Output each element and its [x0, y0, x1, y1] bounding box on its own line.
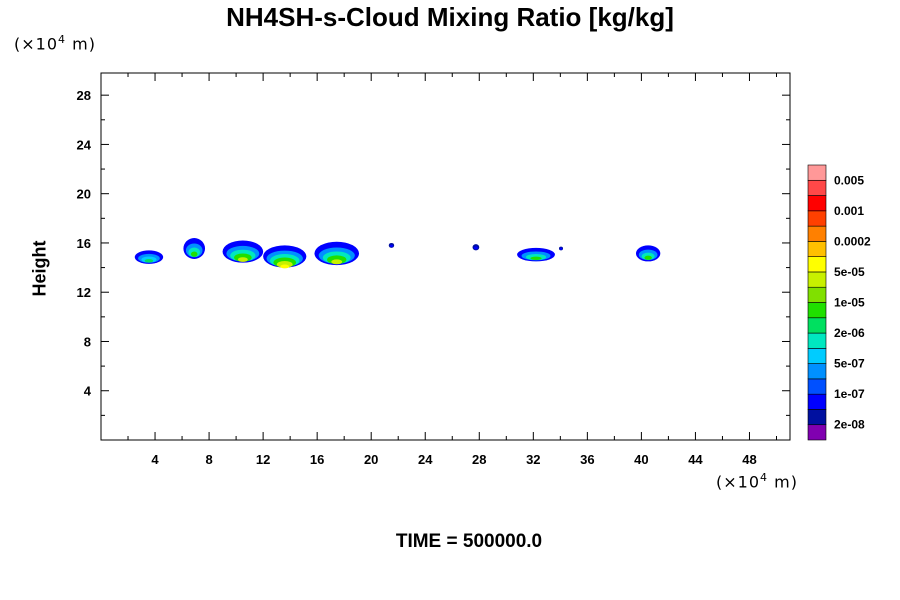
colorbar-swatch: [807, 241, 827, 257]
colorbar-label: 0.005: [834, 173, 864, 187]
colorbar-swatch: [807, 317, 827, 334]
x-tick-label: 36: [580, 452, 594, 467]
colorbar-swatch: [807, 256, 827, 273]
cloud-region-6-level-2: [473, 246, 478, 250]
colorbar-label: 0.0002: [834, 234, 871, 248]
colorbar-swatch: [807, 409, 827, 426]
colorbar-label: 5e-07: [834, 357, 865, 371]
y-tick-label: 20: [77, 187, 91, 202]
y-tick-label: 24: [77, 137, 92, 152]
colorbar-swatch: [807, 179, 827, 196]
time-label: TIME = 500000.0: [395, 531, 543, 552]
colorbar-label: 5e-05: [834, 265, 865, 279]
x-tick-label: 32: [526, 452, 540, 467]
colorbar-swatch: [807, 424, 827, 441]
colorbar-swatch: [807, 286, 827, 303]
x-tick-label: 4: [151, 452, 159, 467]
x-tick-label: 40: [634, 452, 648, 467]
colorbar-swatch: [807, 332, 827, 349]
colorbar-swatch: [807, 271, 827, 288]
cloud-region-1-level-8: [190, 251, 198, 257]
cloud-region-8-level-2: [559, 247, 563, 251]
colorbar-swatch: [807, 302, 827, 319]
colorbar-swatch: [807, 363, 827, 380]
colorbar-swatch: [807, 210, 827, 227]
x-axis-unit: (×104 m): [716, 471, 798, 492]
chart-title: NH4SH-s-Cloud Mixing Ratio [kg/kg]: [226, 2, 674, 32]
x-tick-label: 12: [256, 452, 270, 467]
y-tick-label: 28: [77, 88, 91, 103]
x-tick-label: 8: [205, 452, 212, 467]
colorbar-swatch: [807, 164, 827, 181]
colorbar-swatch: [807, 348, 827, 364]
colorbar-label: 0.001: [834, 204, 864, 218]
y-axis-unit: (×104 m): [14, 33, 96, 54]
y-tick-label: 8: [84, 334, 91, 349]
cloud-region-9-level-8: [644, 255, 652, 260]
colorbar-label: 2e-08: [834, 418, 865, 432]
x-tick-label: 48: [742, 452, 756, 467]
cloud-region-2-level-10: [237, 257, 248, 262]
cloud-region-0-level-7: [144, 259, 154, 263]
colorbar-label: 1e-05: [834, 296, 865, 310]
cloud-region-7-level-8: [530, 256, 542, 261]
cloud-region-3-level-11: [280, 264, 290, 269]
colorbar-swatch: [807, 393, 827, 410]
x-tick-label: 44: [688, 452, 703, 467]
cloud-region-4-level-10: [331, 259, 343, 265]
colorbar-swatch: [807, 225, 827, 242]
x-tick-label: 16: [310, 452, 324, 467]
y-tick-label: 4: [84, 384, 92, 399]
colorbar-label: 2e-06: [834, 326, 865, 340]
x-tick-label: 24: [418, 452, 433, 467]
colorbar-label: 1e-07: [834, 387, 865, 401]
colorbar-swatch: [807, 195, 827, 212]
plot-frame: [100, 72, 791, 441]
y-tick-label: 12: [77, 285, 91, 300]
x-tick-label: 20: [364, 452, 378, 467]
colorbar-swatch: [807, 378, 827, 395]
y-tick-label: 16: [77, 236, 91, 251]
cloud-region-5-level-2: [389, 244, 393, 248]
x-tick-label: 28: [472, 452, 486, 467]
